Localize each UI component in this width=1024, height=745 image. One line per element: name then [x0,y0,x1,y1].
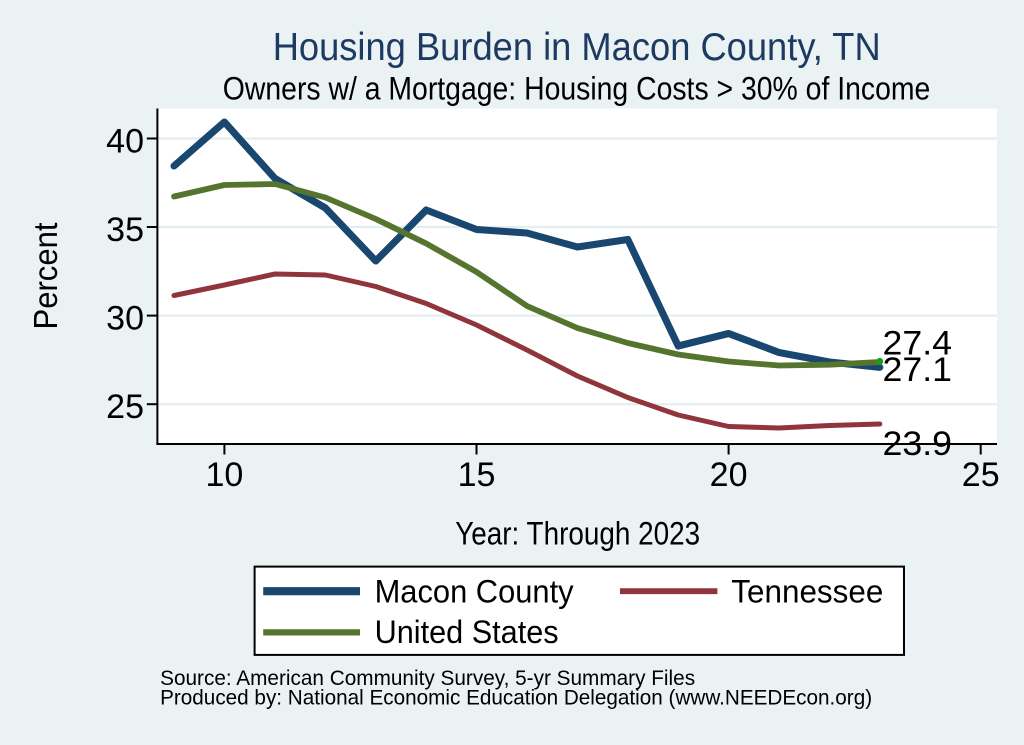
svg-text:10: 10 [205,456,243,494]
svg-text:Percent: Percent [27,223,64,330]
svg-text:Owners w/ a Mortgage: Housing: Owners w/ a Mortgage: Housing Costs > 30… [223,71,931,107]
svg-text:United States: United States [375,614,559,650]
svg-text:Tennessee: Tennessee [731,574,883,610]
svg-text:35: 35 [106,211,144,249]
svg-text:Housing Burden in Macon County: Housing Burden in Macon County, TN [273,26,881,69]
svg-text:27.4: 27.4 [883,325,953,363]
svg-text:30: 30 [106,299,144,337]
svg-text:40: 40 [106,122,144,160]
svg-text:25: 25 [962,456,1000,494]
svg-text:23.9: 23.9 [883,425,953,463]
svg-text:Source: American Community Sur: Source: American Community Survey, 5-yr … [160,667,695,690]
svg-text:27.1: 27.1 [883,351,953,389]
svg-text:Produced by: National Economic: Produced by: National Economic Education… [160,687,872,710]
svg-text:20: 20 [710,456,748,494]
svg-text:Year: Through 2023: Year: Through 2023 [455,516,700,552]
svg-text:Macon County: Macon County [375,574,574,610]
svg-text:15: 15 [458,456,496,494]
svg-text:25: 25 [106,388,144,426]
